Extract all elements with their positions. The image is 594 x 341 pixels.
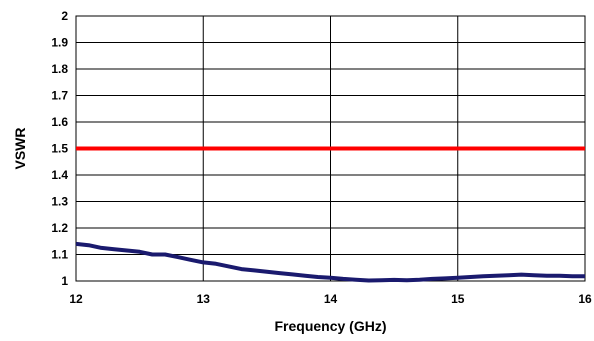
y-tick-label: 1.8: [51, 62, 68, 76]
x-tick-labels: 12 13 14 15 16: [69, 292, 592, 306]
y-tick-label: 1.9: [51, 36, 68, 50]
y-tick-label: 1.6: [51, 115, 68, 129]
x-tick-label: 13: [197, 292, 211, 306]
vswr-series-line: [75, 241, 585, 283]
y-tick-label: 1.2: [51, 221, 68, 235]
y-tick-label: 1: [61, 274, 68, 288]
y-tick-label: 1.3: [51, 195, 68, 209]
y-tick-label: 1.7: [51, 89, 68, 103]
y-tick-labels: 1 1.1 1.2 1.3 1.4 1.5 1.6 1.7 1.8 1.9 2: [51, 9, 68, 288]
x-tick-label: 14: [324, 292, 338, 306]
y-tick-label: 1.4: [51, 168, 68, 182]
x-tick-label: 16: [578, 292, 592, 306]
y-tick-label: 1.5: [51, 142, 68, 156]
x-tick-label: 15: [451, 292, 465, 306]
y-tick-label: 2: [61, 9, 68, 23]
y-tick-label: 1.1: [51, 248, 68, 262]
x-tick-label: 12: [69, 292, 83, 306]
x-axis-title: Frequency (GHz): [274, 318, 386, 334]
series-group: [75, 146, 585, 283]
y-axis-title: VSWR: [12, 128, 28, 170]
